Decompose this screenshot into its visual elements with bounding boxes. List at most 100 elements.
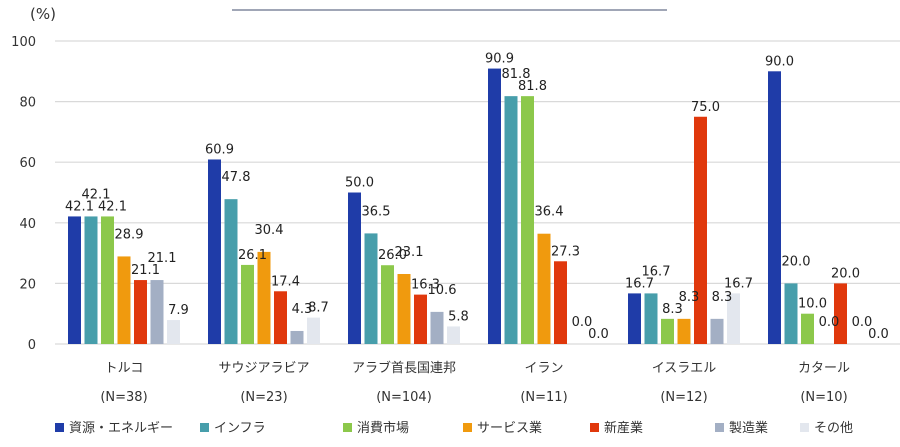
bar	[134, 280, 147, 344]
bar	[257, 251, 271, 344]
bar	[661, 318, 674, 344]
y-tick-label: 60	[19, 156, 36, 171]
bar	[274, 291, 287, 344]
data-label: 17.4	[271, 274, 300, 289]
legend-item: 製造業	[715, 420, 768, 436]
bar	[290, 330, 304, 344]
data-label: 10.6	[428, 283, 457, 298]
legend-label: インフラ	[214, 421, 266, 436]
data-label: 36.5	[362, 204, 391, 219]
y-axis-ticks: 0 20 40 60 80 100	[11, 35, 36, 353]
data-label: 42.1	[65, 199, 94, 214]
legend-item: 新産業	[590, 420, 643, 436]
legend-item: インフラ	[200, 421, 266, 436]
data-label: 81.8	[518, 79, 547, 94]
data-label: 90.0	[765, 54, 794, 69]
bars	[68, 68, 847, 345]
data-label: 16.3	[411, 278, 440, 293]
data-label: 8.3	[679, 290, 700, 305]
y-tick-label: 0	[28, 338, 36, 353]
bar	[208, 159, 221, 344]
data-label: 26.0	[378, 248, 407, 263]
data-label: 50.0	[345, 176, 374, 191]
gridlines	[55, 40, 900, 345]
category-label: カタール	[798, 361, 850, 376]
data-label: 7.9	[168, 303, 189, 318]
bar	[150, 280, 164, 344]
bar	[241, 264, 254, 344]
bar	[784, 283, 798, 344]
category-labels: トルコ (N=38) サウジアラビア (N=23) アラブ首長国連邦 (N=104) イラン…	[100, 360, 850, 405]
data-label: 81.8	[502, 67, 531, 82]
y-tick-label: 80	[19, 96, 36, 111]
bar	[768, 71, 781, 345]
y-tick-label: 20	[19, 277, 36, 292]
data-label: 8.7	[308, 301, 329, 316]
data-label: 0.0	[588, 327, 609, 342]
legend-item: サービス業	[463, 420, 542, 436]
bar	[101, 216, 114, 344]
bar	[68, 216, 81, 344]
data-label: 16.7	[625, 276, 654, 291]
bar	[801, 313, 814, 344]
y-tick-label: 40	[19, 217, 36, 232]
bar	[167, 320, 180, 344]
legend-swatch	[715, 423, 724, 432]
data-label: 8.3	[712, 290, 733, 305]
legend-label: その他	[814, 421, 853, 436]
legend-label: 資源・エネルギー	[69, 421, 173, 436]
legend-label: 新産業	[604, 420, 643, 436]
bar	[834, 283, 847, 344]
data-label: 0.0	[852, 315, 873, 330]
legend-swatch	[55, 423, 64, 432]
bar	[644, 293, 658, 344]
data-label: 27.3	[551, 244, 580, 259]
legend-swatch	[463, 423, 472, 432]
bar	[447, 326, 460, 344]
data-labels: 42.142.142.128.921.121.17.960.947.826.13…	[65, 52, 889, 342]
legend-swatch	[590, 423, 599, 432]
bar	[488, 68, 501, 344]
bar	[521, 96, 534, 345]
data-label: 10.0	[798, 297, 827, 312]
bar	[348, 192, 361, 344]
legend-label: 消費市場	[357, 420, 409, 436]
data-label: 0.0	[819, 315, 840, 330]
category-label: サウジアラビア	[218, 361, 309, 376]
data-label: 26.1	[238, 248, 267, 263]
data-label: 75.0	[691, 100, 720, 115]
data-label: 8.3	[662, 302, 683, 317]
category-n-label: (N=104)	[376, 390, 432, 405]
legend-item: その他	[800, 421, 853, 436]
bar	[694, 116, 707, 344]
data-label: 47.8	[222, 170, 251, 185]
data-label: 28.9	[115, 227, 144, 242]
legend-item: 資源・エネルギー	[55, 421, 173, 436]
data-label: 0.0	[572, 315, 593, 330]
category-label: アラブ首長国連邦	[352, 360, 456, 376]
bar	[430, 311, 444, 344]
data-label: 4.3	[292, 302, 313, 317]
data-label: 16.7	[724, 276, 753, 291]
legend: 資源・エネルギー インフラ 消費市場 サービス業 新産業 製造業 その他	[55, 420, 853, 436]
bar	[727, 293, 740, 344]
legend-swatch	[200, 423, 209, 432]
data-label: 0.0	[868, 327, 889, 342]
bar	[554, 261, 567, 344]
category-label: イラン	[524, 361, 563, 376]
bar	[537, 233, 551, 344]
legend-item: 消費市場	[343, 420, 409, 436]
bar	[364, 233, 378, 344]
category-n-label: (N=11)	[520, 390, 567, 405]
bar	[397, 274, 411, 344]
data-label: 23.1	[395, 245, 424, 260]
legend-swatch	[343, 423, 352, 432]
data-label: 60.9	[205, 142, 234, 157]
data-label: 5.8	[448, 309, 469, 324]
bar	[381, 265, 394, 344]
data-label: 42.1	[98, 199, 127, 214]
bar	[414, 294, 427, 344]
legend-label: 製造業	[729, 420, 768, 436]
bar	[84, 216, 98, 344]
category-label: トルコ	[105, 361, 144, 376]
